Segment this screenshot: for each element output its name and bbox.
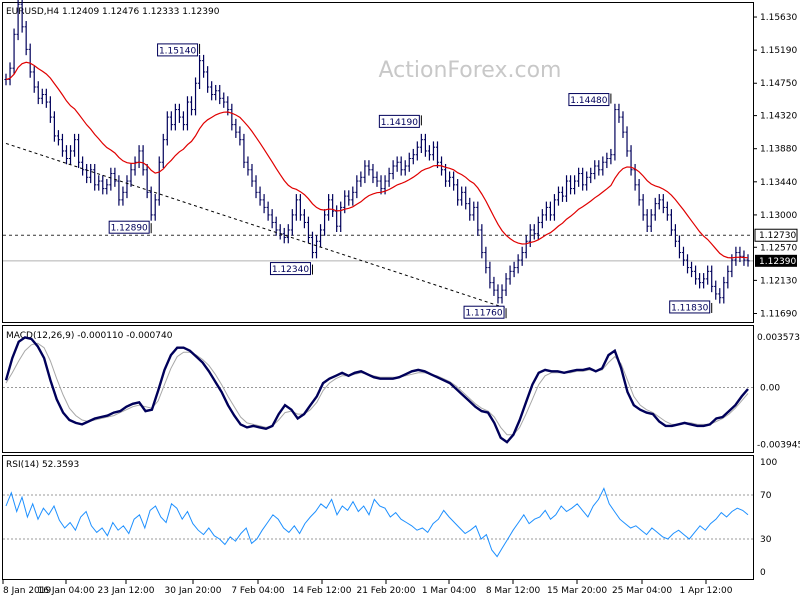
time-tick-label: 15 Mar 20:00	[547, 586, 607, 596]
rsi-tick-label: 0	[760, 568, 766, 578]
annotation-box	[157, 43, 199, 57]
price-bars	[4, 0, 750, 304]
rsi-axis: 100 70 30 0	[760, 458, 777, 578]
annotation-label: 1.15140	[159, 46, 196, 56]
time-tick-label: 21 Feb 20:00	[356, 586, 415, 596]
macd-tick-zero: 0.00	[760, 384, 780, 394]
rsi-tick-label: 70	[760, 491, 772, 501]
time-tick-label: 7 Feb 04:00	[231, 586, 285, 596]
price-annotations: 1.15140 1.12890 1.12340 1.14190 1.11760 1.144…	[108, 43, 713, 319]
time-tick-label: 14 Feb 12:00	[292, 586, 351, 596]
annotation-label: 1.14480	[570, 96, 607, 106]
annotation-label: 1.11830	[671, 303, 708, 313]
annotation-label: 1.14190	[381, 118, 418, 128]
time-tick-label: 8 Mar 12:00	[486, 586, 541, 596]
time-tick-label: 25 Mar 04:00	[612, 586, 672, 596]
level-tag	[754, 228, 798, 242]
macd-tick-bottom: -0.003945	[757, 441, 800, 451]
annotation-label: 1.12340	[272, 265, 309, 275]
moving-average-line	[5, 61, 749, 259]
watermark: ActionForex.com	[379, 58, 562, 83]
price-tick-label: 1.13000	[760, 211, 797, 221]
price-tick-label: 1.14750	[760, 79, 797, 89]
rsi-line	[5, 487, 749, 558]
price-tick-label: 1.13880	[760, 145, 797, 155]
annotation-box	[108, 220, 150, 234]
current-price-label: 1.12390	[759, 257, 796, 267]
macd-tick-top: 0.003573	[757, 333, 800, 343]
macd-line	[4, 336, 749, 444]
time-tick-label: 1 Apr 12:00	[680, 586, 733, 596]
time-tick-label: 16 Jan 04:00	[38, 586, 95, 596]
rsi-lines	[3, 487, 753, 558]
annotation-box	[269, 262, 311, 276]
price-panel-frame	[2, 2, 754, 323]
annotation-box	[378, 114, 420, 128]
signal-line	[5, 342, 749, 436]
annotation-box	[669, 300, 711, 314]
price-tick-label: 1.13440	[760, 178, 797, 188]
macd-axis: 0.003573 0.00 -0.003945	[757, 333, 800, 451]
rsi-tick-label: 100	[760, 458, 777, 468]
rsi-title: RSI(14) 52.3593	[6, 460, 79, 470]
price-reference-lines	[3, 234, 753, 262]
annotation-box	[568, 93, 610, 107]
price-axis: 1.15630 1.15190 1.14750 1.14320 1.13880 1.134…	[753, 13, 798, 319]
trendline-line	[5, 142, 507, 309]
rsi-tick-label: 30	[760, 535, 772, 545]
price-tick-label: 1.12130	[760, 276, 797, 286]
macd-title: MACD(12,26,9) -0.000110 -0.000740	[6, 331, 173, 341]
time-tick-label: 30 Jan 20:00	[165, 586, 222, 596]
price-tick-label: 1.15190	[760, 46, 797, 56]
moving-average	[5, 61, 749, 259]
rsi-panel-frame	[2, 455, 754, 580]
price-tick-label: 1.14320	[760, 112, 797, 122]
annotation-box	[463, 305, 505, 319]
price-chart-title: EURUSD,H4 1.12409 1.12476 1.12333 1.1239…	[6, 7, 220, 17]
time-tick-label: 8 Jan 2019	[3, 586, 51, 596]
macd-panel-frame	[2, 325, 754, 453]
price-tick-label: 1.15630	[760, 13, 797, 23]
level-tag-label: 1.12730	[759, 231, 796, 241]
price-tick-label: 1.12570	[760, 243, 797, 253]
annotation-label: 1.12890	[111, 224, 148, 234]
time-tick-label: 1 Mar 04:00	[422, 586, 477, 596]
price-tick-label: 1.11690	[760, 309, 797, 319]
macd-lines	[3, 336, 753, 444]
annotation-label: 1.11760	[465, 309, 502, 319]
trendline	[5, 142, 507, 309]
time-tick-label: 23 Jan 12:00	[98, 586, 155, 596]
current-price-tag	[755, 254, 797, 267]
